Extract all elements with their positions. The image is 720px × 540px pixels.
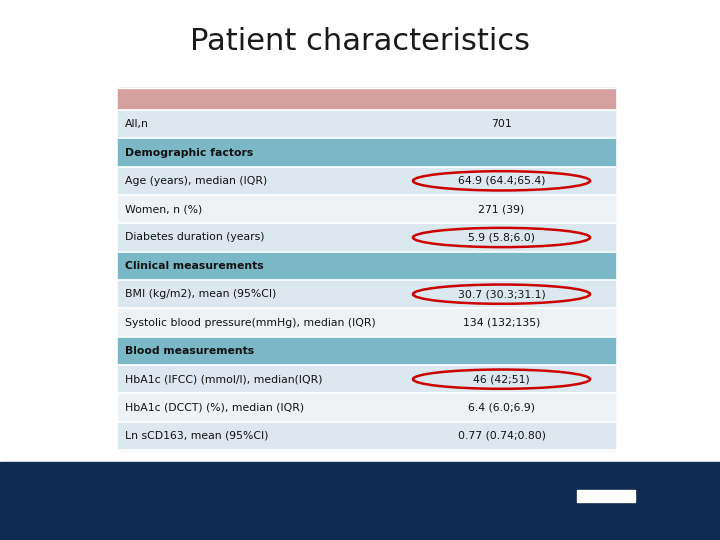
Bar [118,252,388,280]
Bar [388,336,615,365]
Text: 6.4 (6.0;6.9): 6.4 (6.0;6.9) [468,402,535,413]
Bar [0,462,720,540]
Bar [388,167,615,195]
Bar [118,308,388,336]
Bar [388,308,615,336]
Bar [388,138,615,167]
Text: Women, n (%): Women, n (%) [125,204,202,214]
Bar [118,138,388,167]
Bar [118,167,388,195]
Text: HbA1c (IFCC) (mmol/l), median(IQR): HbA1c (IFCC) (mmol/l), median(IQR) [125,374,323,384]
Bar [118,195,388,224]
Text: Clinical measurements: Clinical measurements [125,261,264,271]
Bar [118,280,388,308]
Bar [388,224,615,252]
Text: Demographic factors: Demographic factors [125,147,253,158]
Text: HbA1c (DCCT) (%), median (IQR): HbA1c (DCCT) (%), median (IQR) [125,402,304,413]
Text: 30.7 (30.3;31.1): 30.7 (30.3;31.1) [458,289,545,299]
Bar [388,365,615,393]
Bar [118,393,388,422]
Text: Systolic blood pressure(mmHg), median (IQR): Systolic blood pressure(mmHg), median (I… [125,318,376,327]
Text: 134 (132;135): 134 (132;135) [463,318,540,327]
Bar [118,422,388,450]
Bar [388,252,615,280]
Text: Age (years), median (IQR): Age (years), median (IQR) [125,176,267,186]
Text: Patient characteristics: Patient characteristics [190,28,530,57]
Text: Diabetes duration (years): Diabetes duration (years) [125,233,264,242]
Text: 64.9 (64.4;65.4): 64.9 (64.4;65.4) [458,176,545,186]
Bar [118,224,388,252]
Bar [577,490,635,502]
Bar [388,88,615,110]
Text: 0.77 (0.74;0.80): 0.77 (0.74;0.80) [457,431,546,441]
Text: BMI (kg/m2), mean (95%CI): BMI (kg/m2), mean (95%CI) [125,289,276,299]
Text: All,n: All,n [125,119,149,129]
Bar [118,365,388,393]
Bar [388,195,615,224]
Bar [388,110,615,138]
Bar [118,336,388,365]
Bar [388,422,615,450]
Text: 701: 701 [491,119,512,129]
Bar [388,393,615,422]
Bar [118,110,388,138]
Text: 271 (39): 271 (39) [478,204,525,214]
Bar [118,88,388,110]
Bar [388,280,615,308]
Text: 5.9 (5.8;6.0): 5.9 (5.8;6.0) [468,233,535,242]
Text: Ln sCD163, mean (95%CI): Ln sCD163, mean (95%CI) [125,431,269,441]
Text: Blood measurements: Blood measurements [125,346,254,356]
Text: 46 (42;51): 46 (42;51) [473,374,530,384]
